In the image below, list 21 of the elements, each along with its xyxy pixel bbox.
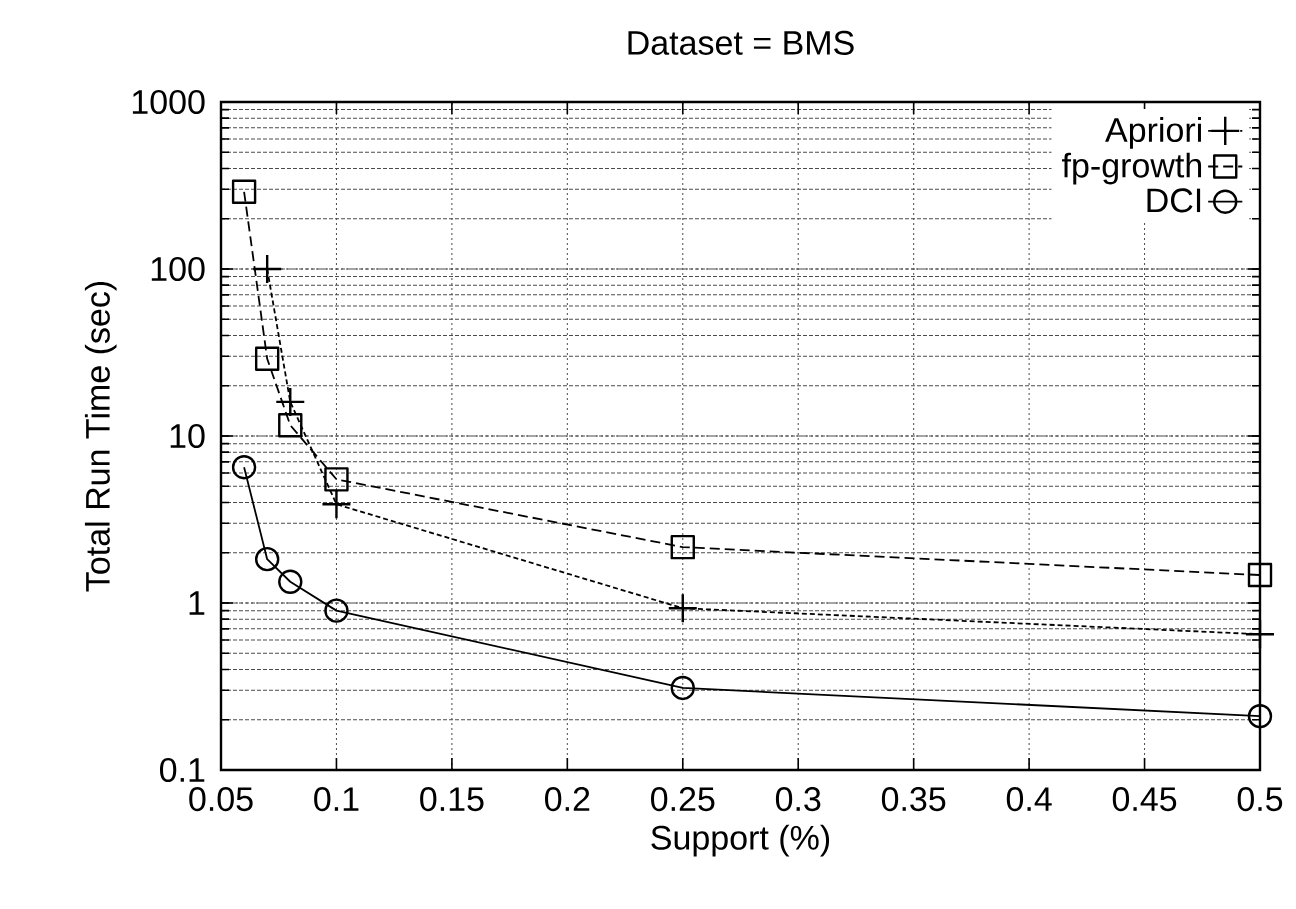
y-tick-label: 10 — [170, 423, 205, 449]
legend-label: DCI — [1147, 188, 1201, 213]
chart-title: Dataset = BMS — [628, 30, 854, 55]
y-tick-label: 100 — [151, 256, 205, 282]
legend-label: Apriori — [1105, 117, 1201, 149]
x-tick-label: 0.4 — [1006, 787, 1052, 812]
x-tick-label: 0.3 — [775, 787, 821, 812]
x-tick-label: 0.45 — [1112, 787, 1177, 812]
y-tick-label: 0.1 — [159, 757, 205, 783]
x-tick-label: 0.15 — [420, 787, 484, 812]
x-axis-title: Support (%) — [651, 824, 830, 857]
legend-label: fp-growth — [1062, 152, 1202, 185]
x-tick-label: 0.25 — [651, 787, 715, 812]
x-tick-label: 0.2 — [545, 787, 590, 812]
y-tick-label: 1 — [189, 591, 205, 615]
x-tick-label: 0.35 — [881, 787, 946, 812]
x-tick-label: 0.05 — [189, 787, 253, 812]
x-tick-label: 0.5 — [1237, 787, 1283, 812]
y-axis-title: Total Run Time (sec) — [84, 281, 117, 592]
x-tick-label: 0.1 — [314, 787, 359, 812]
y-tick-label: 1000 — [132, 89, 205, 115]
